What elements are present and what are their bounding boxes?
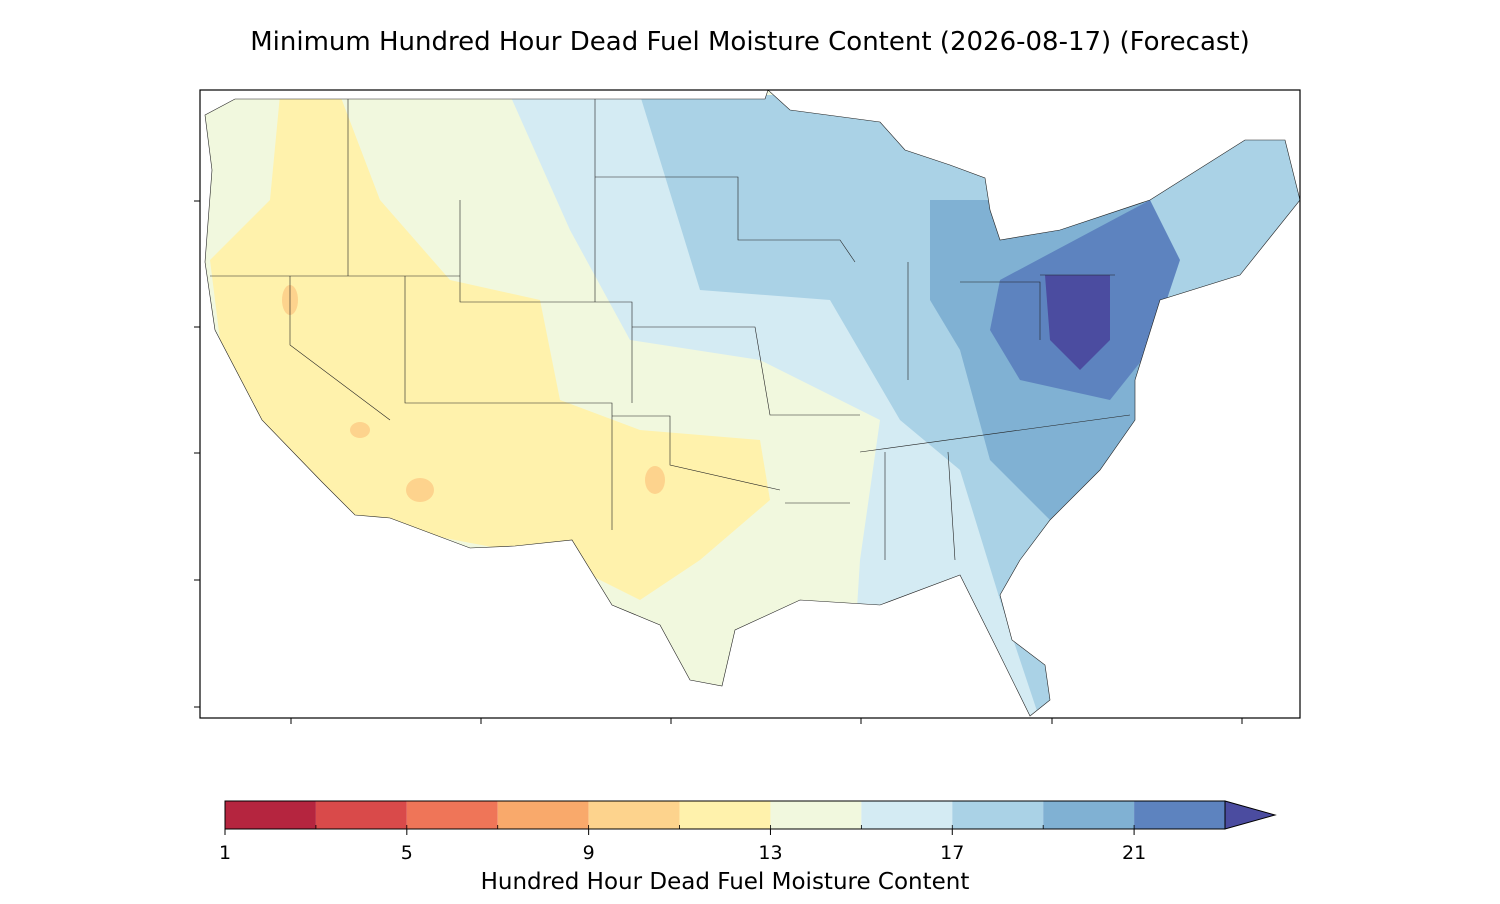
colorbar-segment bbox=[770, 801, 862, 829]
colorbar-segment bbox=[406, 801, 498, 829]
colorbar-tick-label: 21 bbox=[1122, 842, 1146, 864]
colorbar-frame bbox=[224, 800, 1226, 830]
state-lines bbox=[210, 99, 1131, 561]
map-frame bbox=[199, 89, 1301, 719]
colorbar-segment bbox=[952, 801, 1044, 829]
colorbar-segment bbox=[497, 801, 589, 829]
colorbar-segment bbox=[1134, 801, 1225, 829]
field-region bbox=[1045, 275, 1110, 370]
field-region bbox=[210, 95, 770, 600]
colorbar-segment bbox=[1043, 801, 1135, 829]
colorbar-tick-label: 9 bbox=[583, 842, 595, 864]
colorbar-segment bbox=[315, 801, 407, 829]
colorbar-tick-label: 5 bbox=[401, 842, 413, 864]
field-region bbox=[645, 466, 665, 494]
colorbar-segment bbox=[225, 801, 316, 829]
coast bbox=[204, 89, 1301, 717]
colorbar-segment bbox=[679, 801, 771, 829]
axis-ticks bbox=[194, 200, 1243, 724]
colorbar-label: Hundred Hour Dead Fuel Moisture Content bbox=[481, 869, 970, 895]
colorbar: 1 5 9 13 17 21 bbox=[219, 800, 1277, 864]
field-region bbox=[350, 422, 370, 438]
colorbar-tick-label: 13 bbox=[758, 842, 782, 864]
colorbar-tick-label: 17 bbox=[940, 842, 964, 864]
state-borders bbox=[204, 89, 1301, 717]
colorbar-segment bbox=[861, 801, 953, 829]
colorbar-segment bbox=[588, 801, 680, 829]
colorbar-extend bbox=[1224, 800, 1277, 830]
colorbar-tick-label: 1 bbox=[219, 842, 231, 864]
field-region bbox=[406, 478, 434, 502]
map-title: Minimum Hundred Hour Dead Fuel Moisture … bbox=[250, 27, 1250, 57]
